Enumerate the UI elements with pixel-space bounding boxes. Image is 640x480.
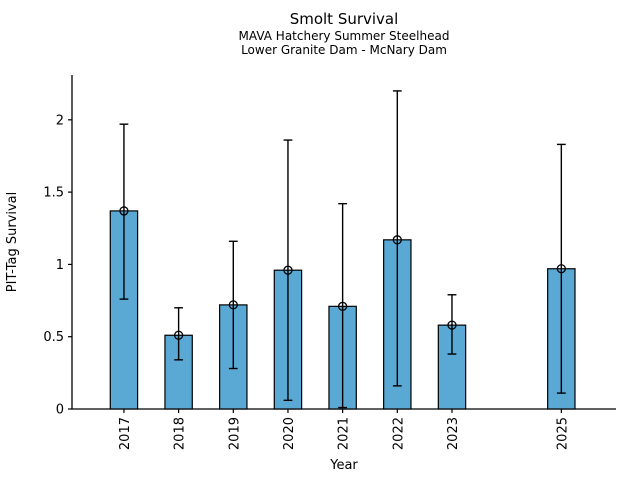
y-tick-label: 2 [56, 113, 64, 128]
marker-2017 [119, 206, 129, 216]
y-tick-label: 0 [56, 403, 64, 418]
x-tick-label: 2022 [391, 417, 406, 450]
x-tick-label: 2021 [337, 417, 352, 450]
x-tick-label: 2019 [227, 417, 242, 450]
marker-2018 [173, 330, 184, 340]
marker-2019 [228, 300, 238, 310]
chart-subtitle-line2: Lower Granite Dam - McNary Dam [241, 43, 447, 57]
y-axis-label: PIT-Tag Survival [5, 192, 20, 292]
x-tick-label: 2023 [446, 417, 461, 450]
chart-subtitle-line1: MAVA Hatchery Summer Steelhead [238, 29, 450, 43]
marker-2021 [337, 301, 348, 311]
marker-2022 [392, 235, 402, 245]
x-axis-label: Year [329, 458, 358, 473]
chart-title: Smolt Survival [289, 10, 399, 28]
x-tick-label: 2020 [282, 417, 297, 450]
marker-2020 [283, 265, 293, 275]
x-tick-label: 2017 [118, 417, 133, 450]
marker-2023 [447, 320, 457, 330]
y-tick-label: 1 [56, 258, 64, 273]
y-tick-label: 0.5 [43, 330, 64, 345]
marker-2025 [556, 264, 566, 274]
title-block: Smolt Survival MAVA Hatchery Summer Stee… [72, 9, 616, 57]
x-tick-label: 2025 [555, 417, 570, 450]
x-tick-label: 2018 [173, 417, 188, 450]
y-tick-label: 1.5 [43, 186, 64, 201]
